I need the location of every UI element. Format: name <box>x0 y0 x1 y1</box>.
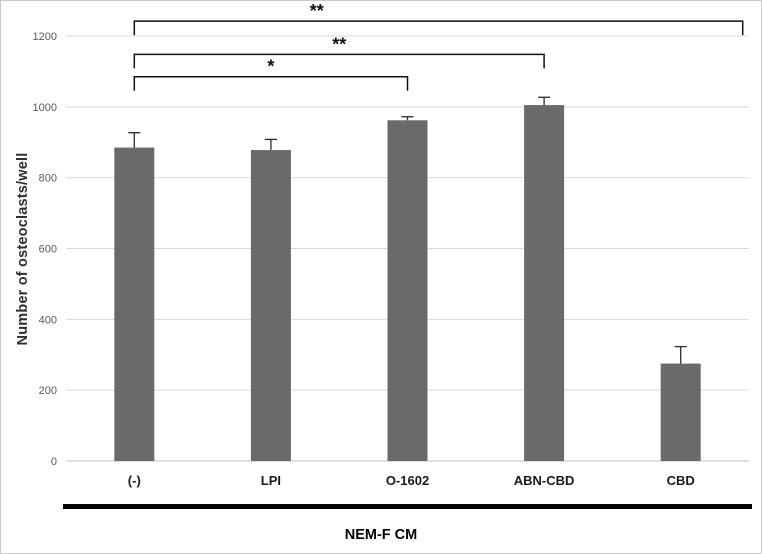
category-label: CBD <box>667 473 695 488</box>
y-tick-label: 800 <box>39 173 57 185</box>
bar <box>524 105 565 461</box>
bar <box>387 120 428 462</box>
y-tick-label: 0 <box>51 456 57 468</box>
y-tick-label: 600 <box>39 244 57 256</box>
category-label: LPI <box>261 473 281 488</box>
category-label: O-1602 <box>386 473 429 488</box>
bar <box>250 150 291 461</box>
category-label: (-) <box>128 473 141 488</box>
significance-label: ** <box>332 34 346 54</box>
y-tick-label: 200 <box>39 385 57 397</box>
x-axis-group-label: NEM-F CM <box>344 527 418 543</box>
bar <box>660 363 701 461</box>
significance-bracket <box>133 20 744 36</box>
bar <box>114 147 155 461</box>
y-tick-label: 1200 <box>33 31 57 43</box>
significance-bracket <box>133 53 545 69</box>
significance-bracket <box>133 75 409 91</box>
significance-label: * <box>267 57 274 77</box>
group-underline <box>63 504 752 509</box>
category-label: ABN-CBD <box>514 473 575 488</box>
y-tick-label: 400 <box>39 314 57 326</box>
y-axis-title: Number of osteoclasts/well <box>15 152 31 346</box>
y-tick-label: 1000 <box>33 102 57 114</box>
significance-label: ** <box>310 1 324 21</box>
